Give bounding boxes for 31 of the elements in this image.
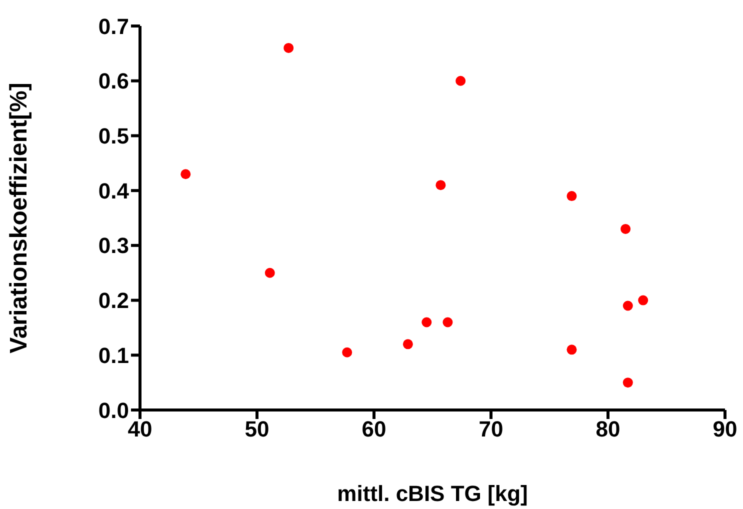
y-axis-title: Variationskoeffizient[%] — [6, 82, 33, 354]
y-tick-label: 0.6 — [98, 68, 129, 94]
x-tick-label: 40 — [128, 416, 152, 442]
y-tick-label: 0.1 — [98, 342, 129, 368]
y-tick-label: 0.0 — [98, 398, 129, 423]
point — [566, 344, 577, 355]
x-axis-title: mittl. cBIS TG [kg] — [337, 481, 528, 506]
x-tick-label: 60 — [362, 416, 386, 442]
point — [264, 268, 275, 278]
x-tick-label: 90 — [712, 416, 738, 442]
point — [422, 317, 432, 328]
point — [436, 180, 446, 190]
x-tick-label: 50 — [244, 416, 270, 442]
point — [622, 300, 633, 311]
point — [180, 169, 191, 180]
point — [342, 347, 352, 358]
y-tick-label: 0.2 — [98, 288, 129, 314]
point — [620, 224, 631, 234]
point — [284, 42, 294, 53]
point — [622, 378, 633, 388]
y-tick-label: 0.5 — [98, 124, 129, 149]
x-tick-label: 70 — [478, 416, 504, 442]
y-tick-label: 0.7 — [98, 14, 129, 39]
point — [402, 339, 413, 350]
y-tick-label: 0.3 — [98, 233, 129, 258]
point — [456, 76, 466, 86]
point — [442, 317, 453, 328]
point — [638, 295, 648, 306]
y-tick-label: 0.4 — [98, 178, 130, 204]
point — [566, 191, 577, 202]
x-tick-label: 80 — [596, 416, 620, 442]
